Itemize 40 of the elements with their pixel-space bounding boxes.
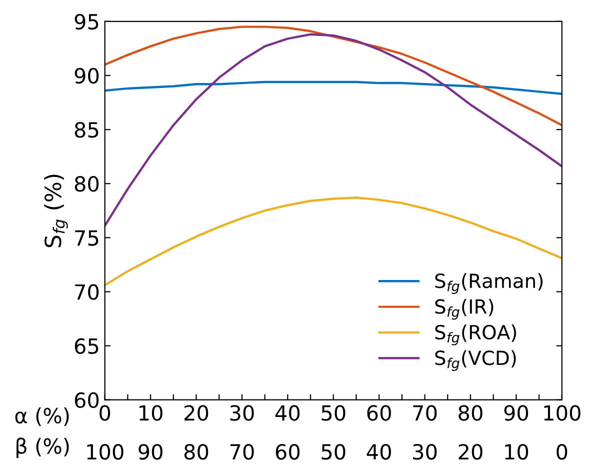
y-tick-label: 80 (74, 176, 99, 192)
y-tick-label: 95 (74, 14, 98, 30)
x2-tick-label: 10 (505, 444, 528, 460)
y-tick-label: 75 (75, 230, 98, 246)
line-series (104, 80, 562, 95)
legend-label: S$_{fg}$(IR) (435, 298, 494, 320)
y-tick-label: 70 (75, 284, 99, 300)
x-tick-label: 50 (322, 405, 346, 421)
x-tick-label: 60 (367, 405, 391, 421)
x-tick-label: 30 (230, 405, 254, 421)
x-tick-label: 40 (275, 405, 300, 421)
x2-axis-title: β (%) (16, 438, 69, 458)
legend-label: S$_{fg}$(ROA) (435, 324, 516, 346)
y-tick-label: 60 (74, 392, 99, 408)
y-tick-label: 65 (74, 338, 98, 354)
x2-tick-label: 60 (276, 444, 300, 460)
x2-tick-label: 40 (366, 444, 391, 460)
x-tick-label: 100 (544, 405, 580, 421)
x2-tick-label: 50 (322, 444, 346, 460)
x-tick-label: 20 (184, 405, 208, 421)
line-series (104, 33, 562, 227)
y-axis-title: S$_{fg}$ (%) (44, 174, 68, 248)
x-tick-label: 10 (140, 405, 162, 421)
y-tick-label: 90 (74, 68, 99, 84)
line-series (104, 26, 562, 126)
y-tick-label: 85 (74, 122, 98, 138)
x2-tick-label: 70 (230, 444, 254, 460)
x2-tick-label: 0 (556, 444, 568, 460)
legend-label: S$_{fg}$(VCD) (435, 350, 516, 371)
x2-tick-label: 100 (87, 444, 124, 460)
x2-tick-label: 90 (138, 444, 162, 460)
x-tick-label: 0 (100, 405, 110, 421)
x-axis-title: α (%) (15, 407, 69, 426)
x-tick-label: 80 (458, 405, 482, 421)
x-tick-label: 70 (413, 405, 437, 421)
x2-tick-label: 80 (184, 444, 208, 460)
legend-label: S$_{fg}$(Raman) (435, 273, 543, 294)
x2-tick-label: 30 (413, 444, 437, 460)
x2-tick-label: 20 (458, 444, 482, 460)
x-tick-label: 90 (504, 405, 528, 421)
